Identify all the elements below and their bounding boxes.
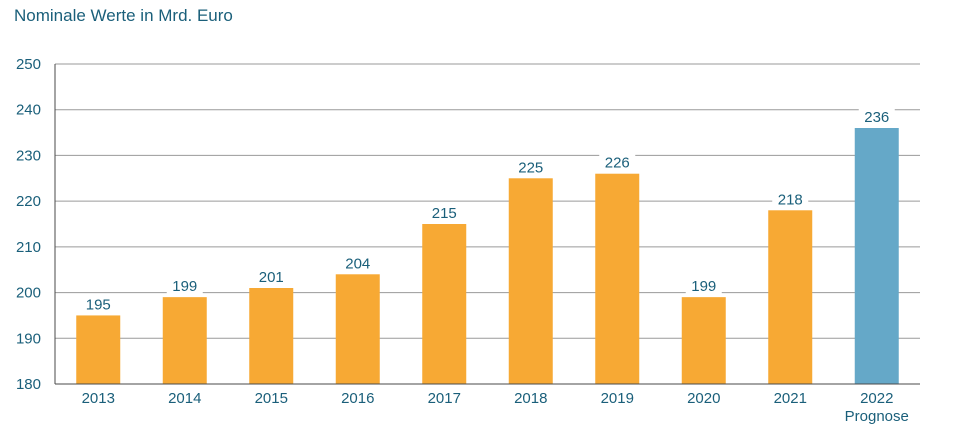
data-label-background	[253, 267, 290, 285]
y-tick-label: 180	[16, 376, 41, 393]
data-label-background	[80, 294, 117, 313]
x-tick-label: 2021	[774, 390, 807, 407]
data-label: 204	[345, 255, 370, 272]
data-label: 201	[259, 269, 284, 286]
data-label-background	[166, 276, 203, 295]
x-tick-label: 2013	[82, 390, 115, 407]
data-label: 236	[864, 109, 889, 126]
x-tick-label: 2022	[860, 390, 893, 407]
data-label: 199	[691, 278, 716, 295]
data-label: 226	[605, 155, 630, 172]
data-labels: 195 199 201 204 215 225 226 199 218 236	[80, 107, 895, 313]
y-tick-label: 210	[16, 239, 41, 256]
data-label: 215	[432, 205, 457, 222]
y-tick-label: 190	[16, 330, 41, 347]
chart-title: Nominale Werte in Mrd. Euro	[14, 6, 233, 25]
bar-2016	[335, 274, 380, 384]
x-tick-label: 2020	[687, 390, 720, 407]
data-label-background	[858, 107, 895, 125]
bar-2015	[249, 288, 294, 384]
x-tick-label: 2016	[341, 390, 374, 407]
bar-2022	[854, 128, 899, 384]
data-label: 195	[86, 296, 111, 313]
x-tick-label: 2019	[601, 390, 634, 407]
data-label: 225	[518, 159, 543, 176]
x-tick-label: 2014	[168, 390, 201, 407]
y-axis-ticks: 180 190 200 210 220 230 240 250	[16, 56, 41, 393]
data-label-background	[512, 157, 549, 176]
data-label-background	[772, 189, 809, 208]
x-tick-label: 2018	[514, 390, 547, 407]
bar-2017	[422, 224, 467, 384]
data-label-background	[426, 203, 463, 221]
x-axis-labels: 2013 2014 2015 2016 2017 2018 2019 2020 2021 2022…	[82, 390, 909, 425]
bar-2014	[162, 297, 207, 384]
bar-2018	[508, 178, 553, 384]
bar-2019	[595, 173, 640, 384]
x-tick-label: 2017	[428, 390, 461, 407]
data-label-background	[685, 276, 722, 295]
x-tick-label: 2015	[255, 390, 288, 407]
y-tick-label: 200	[16, 285, 41, 302]
x-tick-sublabel: Prognose	[845, 408, 909, 425]
bars	[76, 128, 899, 384]
bar-2020	[681, 297, 726, 384]
y-tick-label: 230	[16, 147, 41, 164]
data-label: 199	[172, 278, 197, 295]
bar-2021	[768, 210, 813, 384]
data-label: 218	[778, 191, 803, 208]
y-tick-label: 220	[16, 193, 41, 210]
bar-2013	[76, 315, 121, 384]
data-label-background	[599, 152, 636, 171]
data-label-background	[339, 253, 376, 272]
y-tick-label: 240	[16, 102, 41, 119]
y-tick-label: 250	[16, 56, 41, 73]
